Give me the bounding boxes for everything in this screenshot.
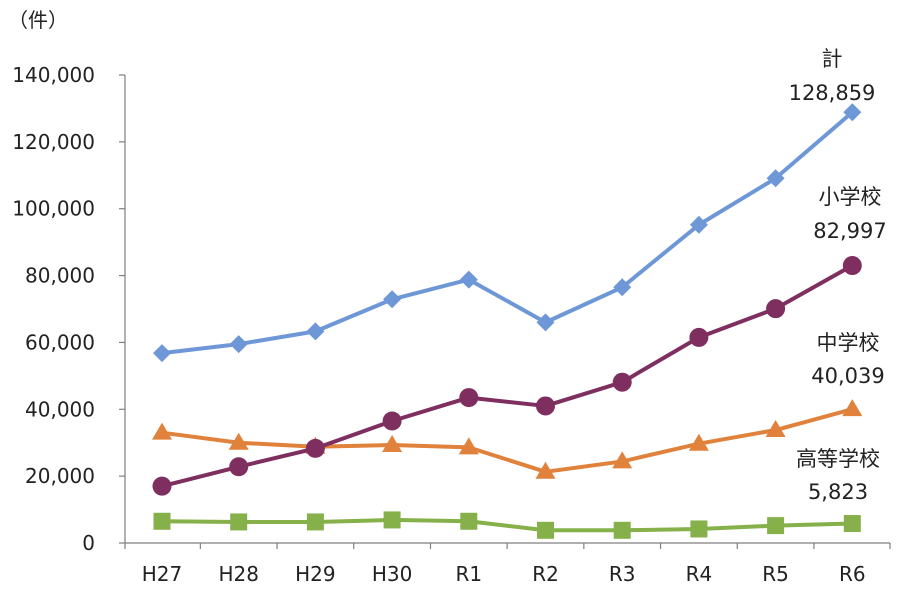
x-tick-label: R6 [839,562,866,586]
data-point-circle [612,372,632,392]
data-point-triangle [152,422,172,440]
data-point-diamond [383,290,402,309]
data-point-square [460,512,478,530]
data-point-diamond [613,278,632,297]
data-point-triangle [765,420,786,438]
series-line [161,110,854,356]
series-labels: 計 128,859 小学校 82,997 中学校 40,039 高等学校 5,823 [789,47,887,504]
y-tick-label: 100,000 [12,197,95,221]
data-point-triangle [535,461,556,479]
series-3 [153,511,861,539]
series-name-label: 小学校 [819,185,882,209]
data-point-triangle [382,435,403,453]
data-point-triangle [458,437,479,455]
data-point-triangle [228,432,249,450]
x-tick-label: R4 [686,562,713,586]
data-point-triangle [612,451,633,469]
x-tick-label: R3 [609,562,636,586]
data-point-square [537,521,554,539]
data-point-diamond [459,270,478,289]
y-tick-label: 0 [82,531,95,555]
data-point-square [613,521,631,539]
y-tick-label: 60,000 [25,330,95,354]
data-point-circle [459,388,479,408]
data-point-circle [229,457,249,477]
data-point-diamond [536,313,555,332]
data-point-circle [842,256,862,276]
series-end-value-label: 82,997 [813,219,886,243]
series-end-value-label: 40,039 [811,364,884,388]
series-layer [152,103,863,539]
x-tick-label: H30 [372,562,413,586]
data-point-circle [689,327,709,347]
y-tick-label: 80,000 [25,264,95,288]
data-point-diamond [843,103,862,122]
y-tick-label: 120,000 [12,130,95,154]
data-point-square [306,513,324,531]
y-unit-label: （件） [8,8,68,32]
x-tick-label: H28 [218,562,259,586]
series-end-value-label: 128,859 [789,81,876,105]
x-tick-label: H27 [142,562,183,586]
data-point-circle [766,299,786,319]
x-tick-label: H29 [295,562,336,586]
x-tick-label: R2 [532,562,559,586]
x-tick-label: R5 [762,562,789,586]
data-point-diamond [689,215,708,234]
data-point-triangle [688,433,709,451]
data-point-square [843,515,861,533]
x-tick-label: R1 [455,562,482,586]
data-point-circle [536,396,555,416]
series-line [161,517,853,533]
data-point-triangle [842,399,863,417]
data-point-square [230,513,248,531]
series-2 [152,399,863,479]
series-name-label: 計 [822,47,843,71]
series-name-label: 中学校 [817,331,880,355]
x-ticks: H27 H28 H29 H30 R1 R2 R3 R4 R5 R6 [124,543,891,586]
series-1 [152,256,862,496]
y-tick-label: 40,000 [25,397,95,421]
series-line [161,263,854,489]
y-ticks: 0 20,000 40,000 60,000 80,000 100,000 120,000 1… [12,63,125,555]
series-name-label: 高等学校 [796,447,880,471]
data-point-circle [152,476,172,496]
y-tick-label: 20,000 [25,464,95,488]
data-point-square [383,511,401,529]
y-tick-label: 140,000 [12,63,95,87]
data-point-circle [382,411,402,431]
series-line [161,407,853,474]
data-point-circle [305,438,325,458]
data-point-diamond [153,344,171,363]
data-point-square [153,512,171,530]
data-point-diamond [306,322,325,341]
data-point-diamond [766,169,785,188]
data-point-square [767,517,785,535]
series-0 [153,103,862,363]
data-point-diamond [229,335,248,354]
data-point-square [690,520,708,538]
series-end-value-label: 5,823 [808,480,868,504]
